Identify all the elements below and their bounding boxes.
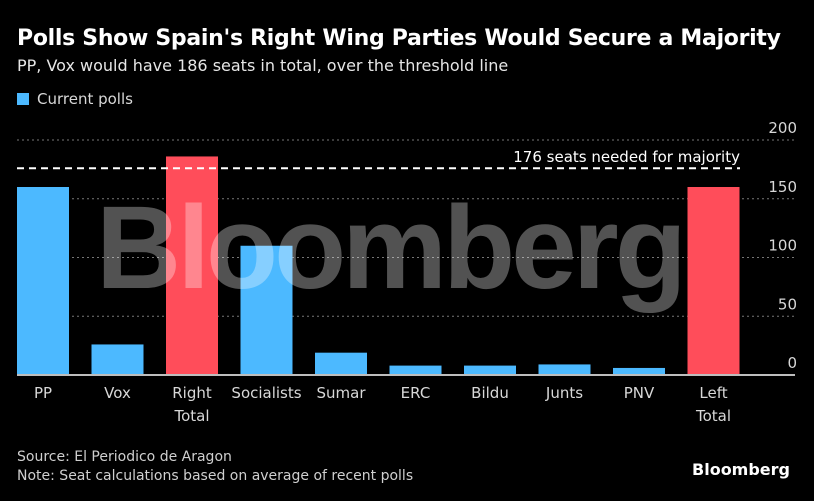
y-tick-label-150: 150 xyxy=(768,178,797,196)
y-tick-label-200: 200 xyxy=(768,119,797,137)
x-tick-label: PP xyxy=(34,384,52,402)
x-axis-labels: PP Vox Right Total Socialists Sumar ERC Bildu Ju… xyxy=(34,384,731,425)
bar-pnv xyxy=(613,367,665,375)
y-axis-ticks: 0 50 100 150 200 xyxy=(768,119,797,372)
x-tick-label: Total xyxy=(695,407,731,425)
x-tick-label: Total xyxy=(173,407,209,425)
source-note: Source: El Periodico de Aragon xyxy=(17,449,232,465)
bar-bildu xyxy=(464,365,516,375)
legend: Current polls xyxy=(17,90,133,108)
x-tick-label: ERC xyxy=(401,384,431,402)
y-tick-label-50: 50 xyxy=(778,295,797,313)
x-tick-label: Vox xyxy=(104,384,131,402)
footer: Source: El Periodico de Aragon Note: Sea… xyxy=(17,448,413,486)
bar-junts xyxy=(538,364,591,375)
bar-left-total xyxy=(687,187,740,375)
x-tick-label: Socialists xyxy=(231,384,301,402)
bars xyxy=(17,156,740,375)
bar-erc xyxy=(389,365,442,375)
threshold-label: 176 seats needed for majority xyxy=(513,148,740,166)
methodology-note: Note: Seat calculations based on average… xyxy=(17,468,414,484)
watermark: Bloomberg xyxy=(96,182,683,314)
x-tick-label: Sumar xyxy=(317,384,367,402)
y-tick-label-100: 100 xyxy=(768,237,797,255)
bar-right-total xyxy=(166,156,218,375)
legend-label-current-polls: Current polls xyxy=(37,90,133,108)
bar-sumar xyxy=(315,352,367,375)
threshold: 176 seats needed for majority xyxy=(17,148,740,170)
y-tick-label-0: 0 xyxy=(787,354,797,372)
bar-vox xyxy=(91,344,144,375)
bar-socialists xyxy=(240,245,293,375)
bar-pp xyxy=(17,187,69,375)
chart-subtitle: PP, Vox would have 186 seats in total, o… xyxy=(17,56,509,75)
bloomberg-logo: Bloomberg xyxy=(692,460,790,479)
x-tick-label: Right xyxy=(172,384,212,402)
chart-title: Polls Show Spain's Right Wing Parties Wo… xyxy=(17,26,781,51)
x-tick-label: Junts xyxy=(545,384,583,402)
legend-swatch-current-polls xyxy=(17,93,29,105)
x-tick-label: Bildu xyxy=(471,384,509,402)
x-tick-label: PNV xyxy=(624,384,655,402)
x-tick-label: Left xyxy=(699,384,727,402)
